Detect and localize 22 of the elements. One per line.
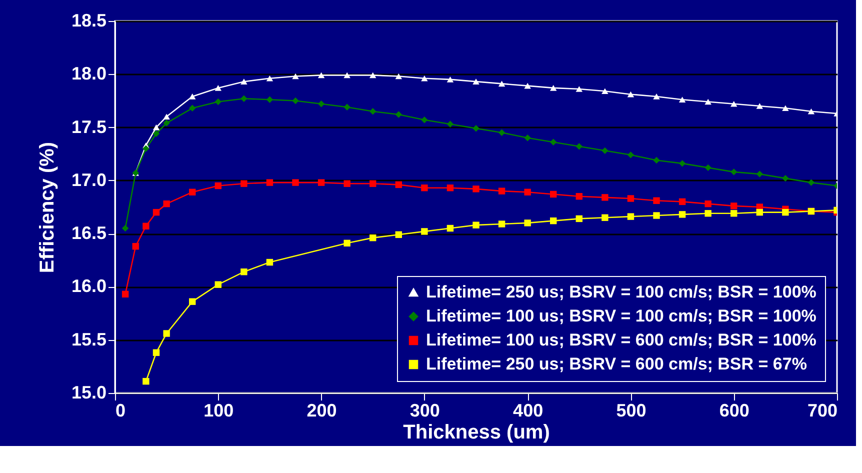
x-tick-label: 200 [306, 400, 337, 420]
x-tick-label: 400 [513, 400, 544, 420]
y-tick-label: 18.0 [71, 64, 106, 84]
legend-label: Lifetime= 100 us; BSRV = 600 cm/s; BSR = 100% [426, 330, 816, 350]
x-tick-label: 0 [116, 400, 126, 420]
y-tick-label: 15.0 [71, 382, 106, 402]
legend-label: Lifetime= 250 us; BSRV = 600 cm/s; BSR = 67% [426, 354, 807, 374]
legend-label: Lifetime= 250 us; BSRV = 100 cm/s; BSR = 100% [426, 282, 816, 302]
x-tick-label: 100 [204, 400, 234, 420]
x-tick-label: 500 [616, 400, 646, 420]
x-tick-label: 600 [719, 400, 750, 420]
y-tick-label: 18.5 [71, 10, 106, 30]
y-tick-label: 16.5 [71, 223, 106, 244]
x-tick-label: 300 [410, 400, 440, 420]
y-tick-label: 15.5 [71, 329, 106, 350]
x-axis-title: Thickness (um) [403, 422, 550, 444]
y-tick-label: 17.0 [71, 170, 106, 190]
y-axis-title: Efficiency (%) [36, 142, 58, 274]
y-tick-label: 17.5 [71, 116, 106, 137]
x-tick-label: 700 [807, 400, 838, 420]
legend-label: Lifetime= 100 us; BSRV = 100 cm/s; BSR = 100% [426, 306, 816, 326]
y-tick-label: 16.0 [71, 276, 106, 296]
